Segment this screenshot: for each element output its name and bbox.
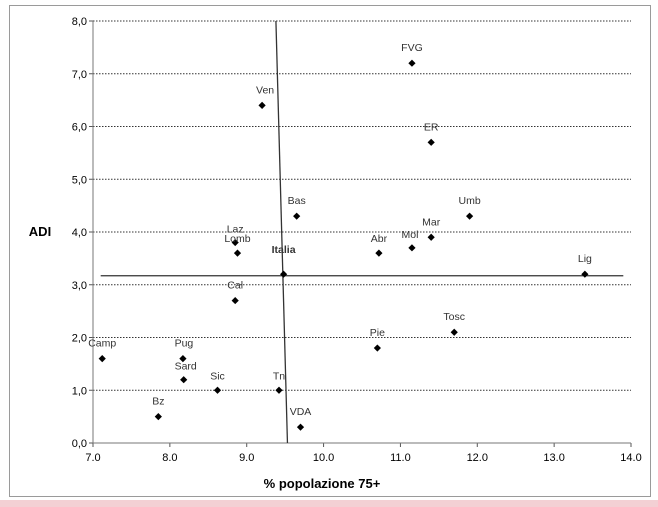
data-point-marker	[296, 423, 305, 431]
x-axis-title: % popolazione 75+	[264, 476, 381, 491]
data-point-label: VDA	[290, 406, 312, 418]
data-point-label: Sard	[175, 361, 197, 373]
data-point-marker	[231, 238, 239, 247]
y-tick-label: 5,0	[72, 174, 87, 186]
data-point-marker	[450, 328, 458, 336]
y-tick-label: 2,0	[72, 333, 87, 345]
data-point-marker	[154, 413, 162, 421]
data-point-label: Lomb	[224, 233, 250, 245]
x-tick-label: 12.0	[467, 452, 488, 464]
data-point-marker	[466, 212, 474, 220]
data-point-marker	[408, 244, 416, 252]
axes	[89, 20, 632, 447]
x-tick-label: 8.0	[162, 452, 177, 464]
data-point-label: Umb	[459, 195, 481, 207]
data-point-label: Bas	[288, 195, 306, 207]
x-tick-label: 11.0	[390, 452, 411, 464]
data-point-marker	[213, 386, 222, 394]
data-point-label: Mar	[422, 216, 441, 228]
x-tick-label: 7.0	[85, 452, 100, 464]
data-point-marker	[408, 59, 416, 67]
data-point-label: Tosc	[443, 311, 465, 323]
data-point-marker	[375, 249, 383, 257]
data-point-label: Abr	[371, 233, 388, 245]
x-tick-labels: 7.0 8.0 9.0 10.0 11.0 12.0 13.0 14.0	[85, 452, 641, 464]
data-point-marker	[427, 138, 435, 146]
data-point-label: Lig	[578, 253, 592, 265]
y-tick-label: 4,0	[72, 227, 87, 239]
data-point-marker	[233, 249, 242, 257]
y-tick-label: 3,0	[72, 280, 87, 292]
x-tick-label: 10.0	[313, 452, 334, 464]
data-point-label: Bz	[152, 396, 164, 408]
data-point-marker	[180, 376, 188, 384]
y-tick-label: 8,0	[72, 16, 87, 28]
data-point-label: FVG	[401, 42, 423, 54]
data-point-label: Mol	[401, 229, 418, 241]
data-point-marker	[373, 344, 381, 352]
data-point-label: Laz	[227, 224, 244, 236]
vertical-reference-line	[275, 20, 289, 444]
data-point-label: Sic	[210, 370, 225, 382]
x-tick-label: 9.0	[239, 452, 254, 464]
y-tick-label: 0,0	[72, 438, 87, 450]
data-point-marker	[98, 355, 106, 363]
y-tick-label: 7,0	[72, 69, 87, 81]
chart-frame	[9, 5, 651, 497]
bottom-band	[0, 500, 658, 507]
data-point-marker	[231, 296, 239, 305]
data-point-marker	[179, 355, 187, 363]
y-tick-labels: 0,0 1,0 2,0 3,0 4,0 5,0 6,0 7,0 8,0	[72, 16, 87, 450]
data-point-label: ER	[424, 121, 439, 133]
data-point-marker	[258, 101, 266, 109]
data-point-label: Cal	[227, 280, 243, 292]
x-tick-label: 13.0	[543, 452, 564, 464]
data-point-label: Pug	[175, 338, 194, 350]
data-point-marker	[293, 212, 301, 220]
y-axis-title: ADI	[29, 224, 51, 239]
data-point-label: Camp	[88, 338, 116, 350]
data-point-marker	[275, 386, 283, 394]
y-tick-label: 6,0	[72, 122, 87, 134]
data-point-label: Italia	[272, 244, 296, 256]
data-point-marker	[427, 233, 435, 241]
x-tick-label: 14.0	[620, 452, 641, 464]
data-point-label: Pie	[370, 327, 385, 339]
data-point-label: Tn	[273, 370, 285, 382]
y-tick-label: 1,0	[72, 385, 87, 397]
gridlines	[93, 20, 631, 391]
reference-lines	[100, 20, 624, 444]
data-point-marker	[581, 270, 589, 278]
data-point-marker	[280, 270, 288, 278]
data-point-label: Ven	[256, 84, 274, 96]
